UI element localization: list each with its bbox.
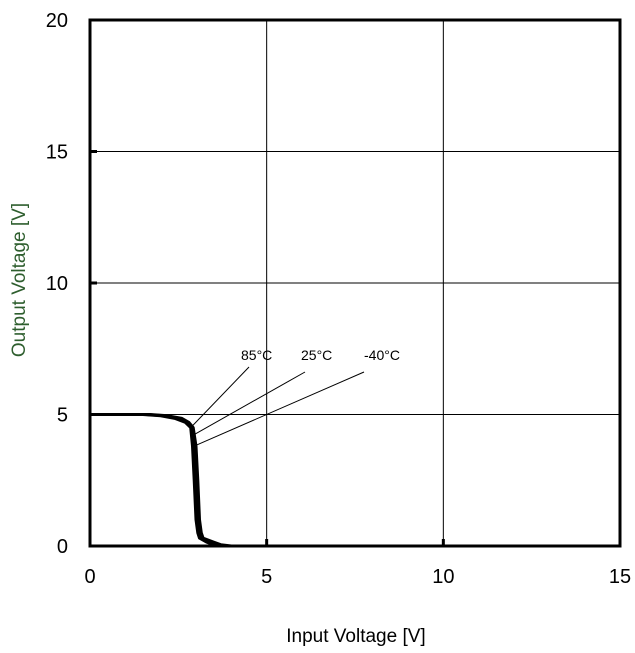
y-tick-label: 5: [57, 405, 68, 427]
annotation-leader-line: [190, 366, 250, 428]
x-tick-label: 10: [432, 566, 454, 588]
y-tick-label: 20: [46, 10, 68, 32]
series-line-0: [88, 413, 226, 548]
y-tick-label: 10: [46, 273, 68, 295]
annotation-leader-line: [192, 371, 306, 436]
ticks: 0 5 10 15 0 5 10 15 20: [46, 10, 631, 588]
grid: [90, 20, 620, 546]
y-tick-label: 15: [46, 142, 68, 164]
annotations: 85°C 25°C -40°C: [190, 347, 400, 447]
x-tick-label: 5: [261, 566, 272, 588]
annotation-leader-line: [194, 371, 365, 447]
annotation-label: 25°C: [301, 347, 332, 363]
x-tick-label: 0: [84, 566, 95, 588]
series-layer: [88, 413, 233, 548]
y-axis-label: Output Voltage [V]: [9, 203, 30, 357]
annotation-label: 85°C: [241, 347, 272, 363]
series-line-2: [88, 413, 233, 548]
x-axis-label: Input Voltage [V]: [286, 626, 425, 647]
y-tick-label: 0: [57, 536, 68, 558]
x-tick-label: 15: [609, 566, 631, 588]
annotation-label: -40°C: [364, 347, 400, 363]
series-line-1: [88, 413, 230, 548]
